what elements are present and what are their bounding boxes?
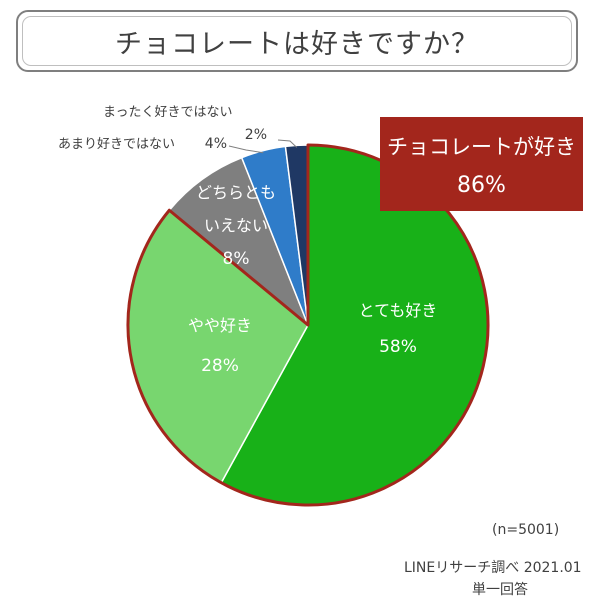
slice-value-not-at-all-like: 2% [245,127,267,143]
summary-value: 86% [457,172,506,198]
answer-type-note: 単一回答 [472,582,528,598]
slice-value-very-like: 58% [379,337,417,357]
chart-title-box: チョコレートは好きですか？ [16,10,578,72]
leader-line-not-much-like [228,145,264,154]
leader-line-not-at-all-like [277,139,298,148]
slice-label-not-much-like: あまり好きではない [58,137,175,152]
slice-label-not-at-all-like: まったく好きではない [103,105,232,120]
pie-slice-neutral [168,156,309,326]
slice-label-neutral: いえない [204,216,268,235]
sample-size: (n=5001) [492,522,560,538]
source-credit: LINEリサーチ調べ 2021.01 [404,560,582,576]
slice-label-somewhat-like: やや好き [188,316,252,335]
summary-label: チョコレートが好き [387,134,576,159]
slice-label-neutral: どちらとも [196,183,276,202]
slice-value-not-much-like: 4% [205,136,227,152]
slice-value-neutral: 8% [223,249,250,269]
slice-label-very-like: とても好き [359,301,438,320]
summary-callout: チョコレートが好き 86% [380,117,583,211]
slice-value-somewhat-like: 28% [201,356,239,376]
